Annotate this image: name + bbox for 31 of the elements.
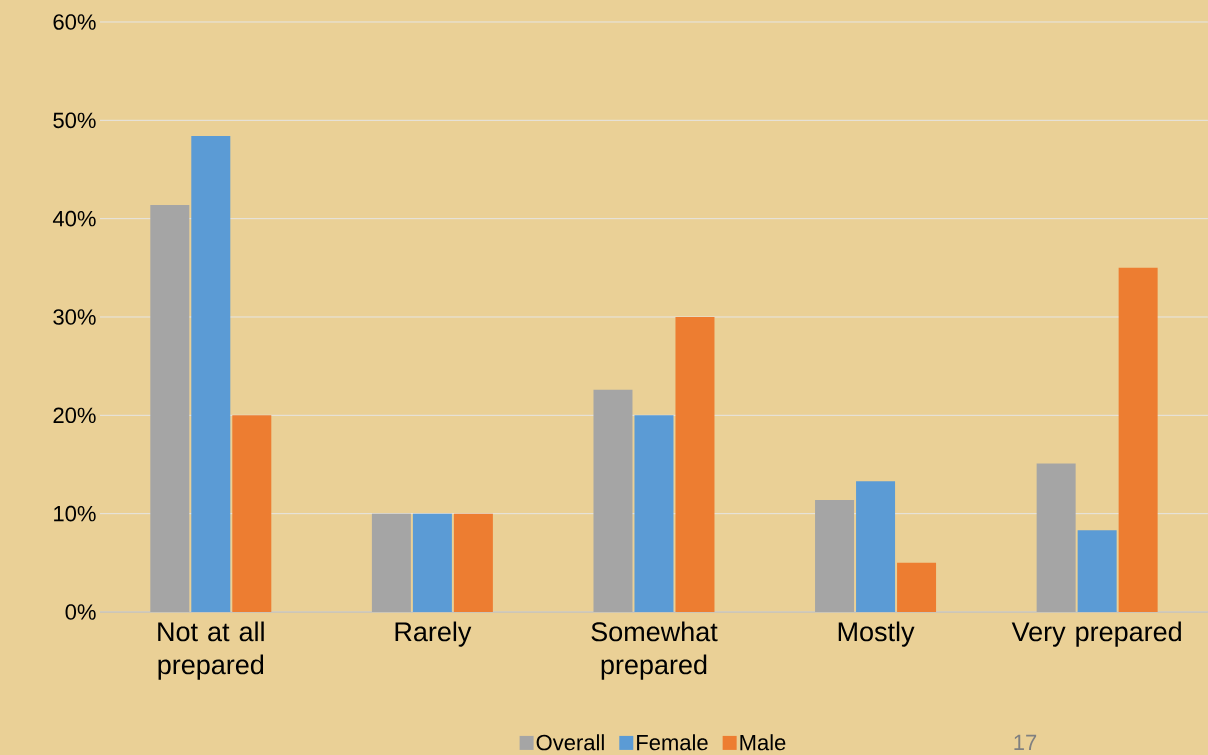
bar <box>897 562 937 612</box>
y-tick-label: 30% <box>53 309 96 325</box>
bar <box>856 481 896 612</box>
y-tick-label: 40% <box>52 210 96 227</box>
bar <box>1077 530 1117 612</box>
y-tick-label: 60% <box>53 14 96 30</box>
bar <box>371 513 411 612</box>
legend-label: Male <box>740 734 786 751</box>
bar <box>815 499 855 612</box>
x-tick-label: Rarely <box>395 621 472 647</box>
x-tick-label: Mostly <box>838 621 915 647</box>
y-tick-label: 0% <box>65 604 96 620</box>
bar <box>412 513 452 612</box>
legend-label: Overall <box>536 734 604 751</box>
bar <box>232 415 272 612</box>
bar <box>453 513 493 612</box>
bar <box>150 204 190 612</box>
bar <box>1118 267 1158 612</box>
bar <box>593 389 633 612</box>
y-tick-label: 50% <box>53 112 96 129</box>
x-tick-label: Somewhat prepared <box>591 621 718 680</box>
y-tick-label: 10% <box>54 505 96 522</box>
x-tick-label: Not at all prepared <box>158 621 264 680</box>
bar <box>675 316 715 612</box>
y-tick-label: 20% <box>53 407 96 424</box>
bar <box>1036 463 1076 612</box>
bar <box>191 136 231 612</box>
x-tick-label: Very prepared <box>1011 621 1181 647</box>
bar <box>634 415 674 612</box>
legend-label: Female <box>637 734 708 751</box>
text: 17 <box>1014 734 1037 750</box>
